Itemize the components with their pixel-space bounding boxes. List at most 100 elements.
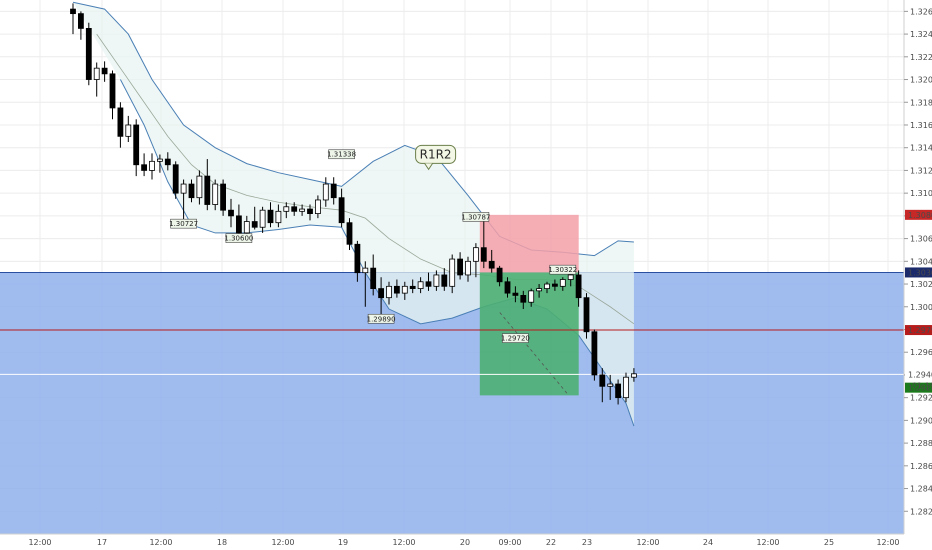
- candle-body: [465, 260, 471, 276]
- x-tick-label: 18: [217, 538, 227, 547]
- candle-body: [583, 297, 590, 333]
- y-tick-label: 1.31800: [910, 98, 932, 107]
- candle-body: [401, 285, 408, 294]
- y-tick-label: 1.30400: [910, 257, 932, 266]
- candle-body: [314, 199, 321, 215]
- candle-body: [125, 124, 132, 137]
- candle-body: [449, 258, 456, 287]
- y-tick-label: 1.32400: [910, 30, 932, 39]
- candle-body: [117, 107, 124, 137]
- candle-body: [591, 331, 598, 376]
- candle-body: [370, 267, 377, 289]
- y-tick-label: 1.32000: [910, 76, 932, 85]
- candle-body: [78, 13, 84, 29]
- price-label: 1.29720: [501, 335, 530, 343]
- price-label-box: [367, 313, 395, 324]
- candle-body: [362, 267, 369, 274]
- price-labels: 1.31338 1.30727 1.30600 1.29890 1.30787 1.303…: [169, 144, 577, 343]
- candle-body: [243, 221, 250, 234]
- candle-body: [212, 183, 219, 205]
- candle-body: [70, 8, 76, 15]
- candle-body: [393, 285, 400, 294]
- candle-body: [101, 67, 108, 75]
- r1r2-text: R1R2: [420, 147, 452, 161]
- candle-body: [536, 288, 542, 292]
- candle-body: [441, 274, 448, 287]
- price-badge: [905, 325, 932, 336]
- candle-body: [322, 183, 329, 201]
- candle-body: [338, 197, 345, 224]
- y-tick-label: 1.29000: [910, 416, 932, 425]
- candle-body: [291, 206, 298, 212]
- candle-body: [472, 247, 479, 262]
- candle-body: [378, 288, 385, 299]
- candle-body: [228, 209, 234, 217]
- y-tick-label: 1.31400: [910, 144, 932, 153]
- y-tick-label: 1.32600: [910, 7, 932, 16]
- price-badge: [905, 267, 932, 278]
- candle-body: [552, 283, 558, 287]
- y-tick-label: 1.31000: [910, 189, 932, 198]
- candle-body: [330, 183, 337, 199]
- candle-body: [417, 281, 424, 289]
- y-tick-label: 1.31600: [910, 121, 932, 130]
- candle-body: [480, 247, 487, 262]
- candle-body: [196, 175, 203, 199]
- candle-body: [156, 158, 163, 162]
- price-label-box: [170, 218, 197, 229]
- y-tick-label: 1.30200: [910, 280, 932, 289]
- price-badge-label: 1.29405: [908, 370, 932, 379]
- candle-body: [575, 274, 582, 299]
- axis-background: [0, 534, 932, 550]
- y-tick-label: 1.29200: [910, 394, 932, 403]
- candle-body: [623, 376, 629, 399]
- x-tick-label: 23: [582, 538, 592, 547]
- y-tick-label: 1.29600: [910, 348, 932, 357]
- candle-body: [488, 260, 495, 269]
- stop-zone: [479, 214, 579, 273]
- candle-body: [299, 208, 306, 212]
- candles: [70, 3, 637, 405]
- y-tick-label: 1.28600: [910, 462, 932, 471]
- price-label-box: [328, 149, 355, 160]
- candle-body: [133, 124, 140, 166]
- y-tick-label: 1.31200: [910, 166, 932, 175]
- price-badge: [905, 382, 932, 393]
- candle-body: [307, 208, 313, 214]
- candle-body: [85, 28, 92, 80]
- candle-body: [109, 73, 116, 109]
- candle-body: [386, 285, 392, 299]
- time-axis[interactable]: 12:00 17 12:00 18 12:00 19 12:00 20 09:00 22 23 12:…: [0, 533, 932, 550]
- y-tick-label: 1.32200: [910, 53, 932, 62]
- candle-body: [188, 183, 195, 199]
- price-badge-label: 1.29288: [908, 384, 932, 393]
- price-axis[interactable]: 1.32600 1.32400 1.32200 1.32000 1.31800 1.316…: [903, 0, 932, 550]
- candle-body: [354, 243, 361, 274]
- price-levels: [0, 329, 904, 375]
- candle-body: [283, 206, 290, 212]
- candle-body: [93, 67, 100, 80]
- price-label-box: [502, 333, 529, 343]
- r1r2-callout: [415, 144, 457, 164]
- x-tick-label: 09:00: [498, 538, 521, 547]
- long-position-tool[interactable]: [479, 214, 579, 396]
- price-badge-label: 1.30302: [908, 268, 932, 277]
- y-tick-label: 1.28800: [910, 439, 932, 448]
- candle-body: [164, 158, 171, 166]
- candle-body: [457, 258, 464, 276]
- candle-body: [235, 215, 242, 234]
- candle-body: [220, 183, 227, 211]
- candle-body: [149, 160, 155, 171]
- price-label-box: [225, 233, 253, 243]
- price-label: 1.30600: [224, 235, 253, 243]
- price-badge-label: 1.29795: [908, 326, 932, 335]
- x-tick-label: 12:00: [756, 538, 779, 547]
- x-tick-label: 24: [703, 538, 713, 547]
- candle-body: [631, 373, 637, 378]
- candle-body: [251, 221, 258, 228]
- candle-body: [544, 283, 550, 289]
- candle-body: [496, 267, 503, 283]
- x-tick-label: 12:00: [392, 538, 415, 547]
- x-tick-label: 19: [338, 538, 348, 547]
